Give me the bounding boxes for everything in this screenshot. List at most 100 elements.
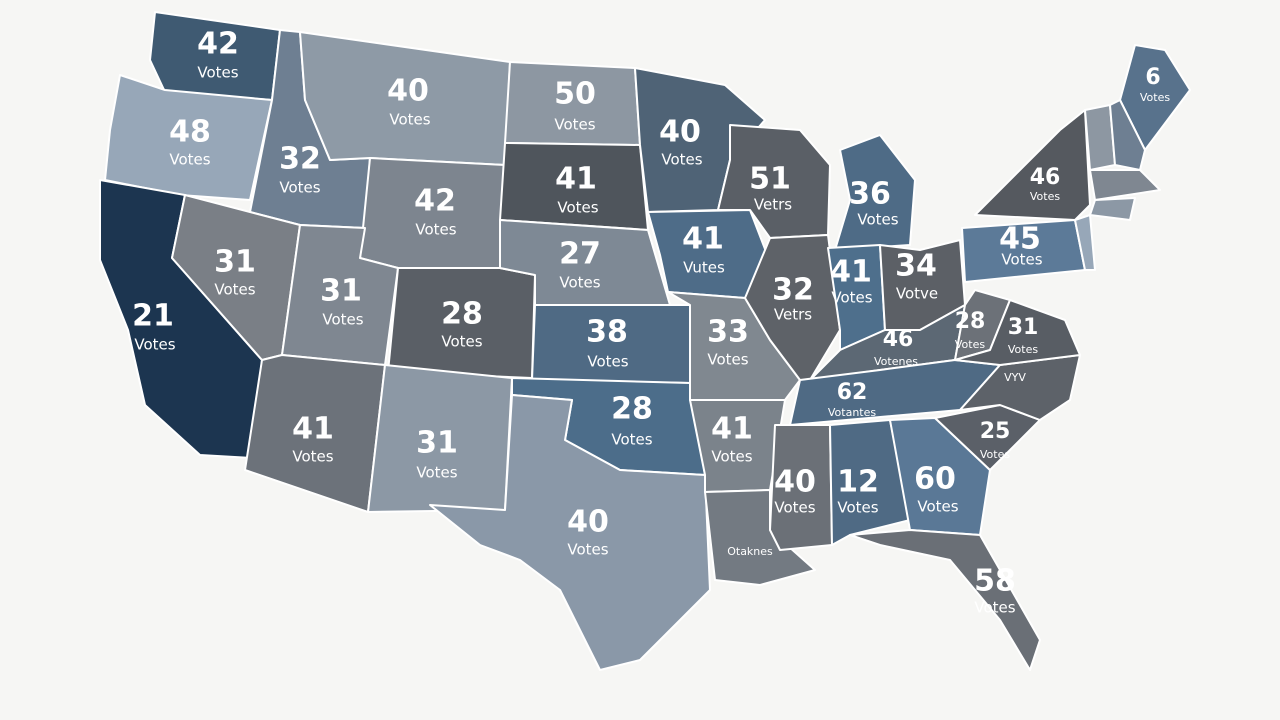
state-value: 31 (1008, 315, 1039, 340)
state-unit: Votes (707, 351, 748, 369)
state-value: 31 (416, 426, 458, 461)
state-label: 40 Votes (387, 74, 431, 129)
state-value: 21 (132, 299, 174, 334)
state-unit: Votes (279, 179, 320, 197)
state-value: 46 (883, 327, 914, 352)
state-unit: Votes (661, 151, 702, 169)
state-value: 12 (837, 465, 879, 500)
state-unit: Votes (292, 448, 333, 466)
state-value: 28 (441, 297, 483, 332)
state-label: 42 Votes (414, 184, 457, 239)
state-unit: Votes (955, 338, 985, 351)
state-unit: Votes (557, 199, 598, 217)
state-label: Otaknes (727, 545, 773, 558)
state-value: 60 (914, 462, 956, 497)
state-value: 50 (554, 77, 596, 112)
state (104, 74, 273, 201)
state-unit: Votes (1001, 251, 1042, 269)
state-unit: VYV (1004, 371, 1026, 384)
state-unit: Votes (441, 333, 482, 351)
state-unit: Votenes (874, 355, 918, 368)
state-unit: Votes (1008, 343, 1038, 356)
state-value: 62 (837, 380, 868, 405)
state-label: 21 Votes (132, 299, 176, 354)
state-unit: Votes (611, 431, 652, 449)
state-value: 41 (711, 412, 753, 447)
state-unit: Votes (917, 498, 958, 516)
state-value: 33 (707, 315, 749, 350)
state-label: 50 Votes (554, 77, 596, 134)
state-unit: Votantes (828, 406, 877, 419)
state (429, 394, 711, 671)
state-value: 46 (1030, 165, 1061, 190)
state-unit: Votes (559, 274, 600, 292)
state (834, 134, 916, 251)
state-value: 42 (197, 27, 239, 62)
state-value: 58 (974, 564, 1016, 599)
states (99, 11, 1191, 671)
state-value: 42 (414, 184, 456, 219)
state-value: 45 (999, 222, 1041, 257)
state-value: 41 (830, 255, 872, 290)
state-shape (1074, 214, 1096, 271)
state (954, 299, 1081, 366)
state (769, 424, 833, 551)
state-unit: Votes (1140, 91, 1170, 104)
state-unit: Votes (416, 464, 457, 482)
state-unit: Votes (567, 541, 608, 559)
state-unit: Votve (896, 285, 938, 303)
state-unit: Votes (837, 499, 878, 517)
state-value: 36 (849, 177, 891, 212)
state-unit: Votes (322, 311, 363, 329)
state-label: 41 Vutes (682, 222, 725, 277)
state (704, 489, 816, 586)
state-unit: Votes (1030, 190, 1060, 203)
state-value: 40 (774, 465, 816, 500)
state-label: 27 Votes (559, 237, 601, 292)
state-value: 40 (567, 505, 609, 540)
state-unit: Votes (197, 64, 238, 82)
state-value: 48 (169, 115, 211, 150)
state-unit: Otaknes (727, 545, 773, 558)
state-shape (1109, 99, 1146, 171)
state-value: 31 (320, 274, 362, 309)
state-unit: Votes (389, 111, 430, 129)
state-value: 41 (292, 412, 334, 447)
state (829, 419, 911, 546)
state-value: 34 (895, 249, 937, 284)
state-label: 32 Votes (279, 142, 321, 197)
state-value: 32 (772, 273, 814, 308)
state (244, 354, 386, 513)
state-label: 25 Votes (980, 419, 1011, 461)
state-value: 28 (611, 392, 653, 427)
state (849, 529, 1041, 671)
state (974, 109, 1091, 221)
state-unit: Votes (415, 221, 456, 239)
state-label: 42 Votes (197, 27, 239, 82)
state-value: 40 (387, 74, 429, 109)
state-label: 28 Votes (611, 392, 653, 449)
state-label: 31 Votes (416, 426, 458, 482)
state-label: 31 Votes (1008, 315, 1039, 356)
state-unit: Votes (774, 499, 815, 517)
state-unit: Votes (980, 448, 1010, 461)
labels: 42Votes48Votes21Votes32Votes31Votes40Vot… (132, 27, 1170, 617)
state-label: 46 Votenes (874, 327, 918, 368)
